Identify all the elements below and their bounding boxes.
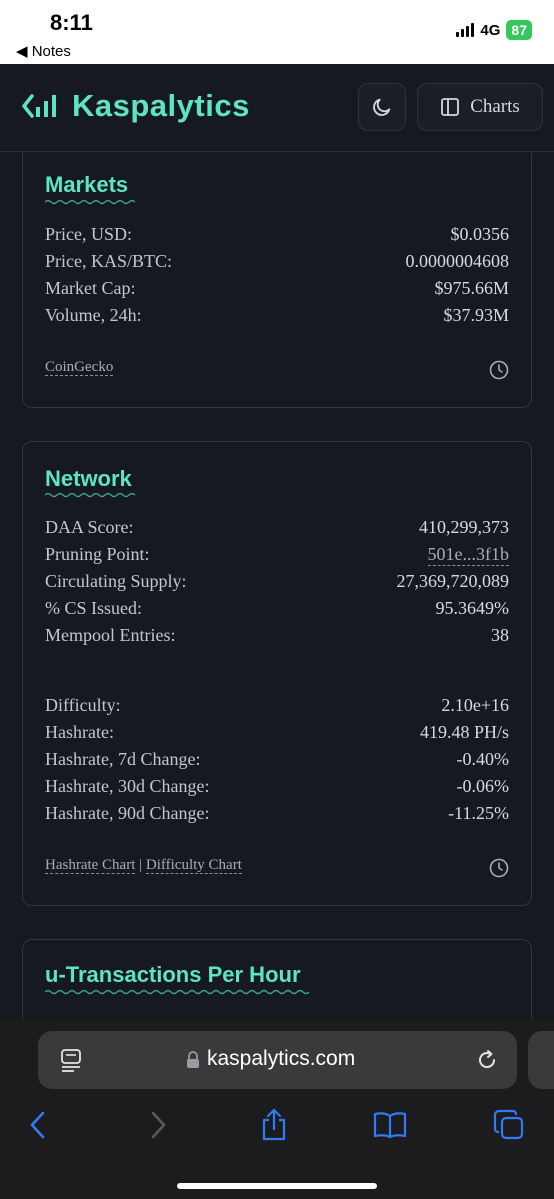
mining-row: Difficulty: 2.10e+16: [45, 695, 509, 716]
market-value: $37.93M: [443, 305, 509, 325]
share-button[interactable]: [254, 1105, 294, 1145]
network-title: Network: [45, 466, 132, 491]
theme-toggle-button[interactable]: [358, 83, 406, 131]
moon-icon: [373, 98, 391, 116]
share-icon: [262, 1108, 286, 1141]
status-time: 8:11: [50, 10, 93, 35]
mining-label: Difficulty:: [45, 695, 121, 715]
lock-icon: [187, 1051, 199, 1068]
network-row: DAA Score: 410,299,373: [45, 517, 509, 538]
battery-level: 87: [511, 22, 527, 38]
mining-value: -0.06%: [456, 776, 510, 796]
home-indicator[interactable]: [177, 1183, 377, 1189]
bookmarks-button[interactable]: [370, 1105, 410, 1145]
network-value: 38: [491, 625, 509, 645]
hashrate-chart-link[interactable]: Hashrate Chart: [45, 857, 136, 874]
back-button[interactable]: [18, 1105, 58, 1145]
market-row: Price, USD: $0.0356: [45, 224, 509, 245]
battery-icon: 87: [506, 20, 532, 40]
network-label: Pruning Point:: [45, 544, 150, 564]
network-card: Network DAA Score: 410,299,373 Pruning P…: [22, 441, 532, 906]
mining-label: Hashrate, 30d Change:: [45, 776, 210, 796]
network-row: Pruning Point: 501e...3f1b: [45, 544, 509, 566]
mining-row: Hashrate, 7d Change: -0.40%: [45, 749, 509, 770]
market-row: Price, KAS/BTC: 0.0000004608: [45, 251, 509, 272]
transactions-card: u-Transactions Per Hour: [22, 939, 532, 1019]
tabs-button[interactable]: [489, 1105, 529, 1145]
market-label: Price, KAS/BTC:: [45, 251, 173, 271]
signal-icon: [456, 23, 475, 37]
page-menu-icon[interactable]: [60, 1049, 82, 1073]
charts-button[interactable]: Charts: [417, 83, 543, 131]
mining-value: 2.10e+16: [441, 695, 509, 715]
network-label: % CS Issued:: [45, 598, 143, 618]
next-tab-preview[interactable]: [528, 1031, 554, 1089]
status-indicators: 4G 87: [456, 20, 532, 40]
link-separator: |: [139, 857, 143, 873]
chevron-left-icon: [30, 1111, 45, 1139]
main-content[interactable]: Markets Price, USD: $0.0356 Price, KAS/B…: [0, 153, 554, 1019]
transactions-title: u-Transactions Per Hour: [45, 962, 301, 987]
network-value: 95.3649%: [435, 598, 510, 618]
title-underline: [45, 199, 136, 205]
market-label: Market Cap:: [45, 278, 136, 298]
network-label: DAA Score:: [45, 517, 134, 537]
clock-icon[interactable]: [489, 360, 509, 380]
markets-source: CoinGecko: [45, 359, 114, 376]
network-type: 4G: [480, 21, 501, 39]
mining-row: Hashrate, 30d Change: -0.06%: [45, 776, 509, 797]
app-name: Kaspalytics: [72, 88, 250, 123]
pruning-point-link[interactable]: 501e...3f1b: [427, 544, 509, 566]
charts-button-label: Charts: [470, 96, 520, 117]
market-row: Volume, 24h: $37.93M: [45, 305, 509, 326]
network-value: 410,299,373: [419, 517, 509, 537]
mining-label: Hashrate, 90d Change:: [45, 803, 210, 823]
network-value: 27,369,720,089: [396, 571, 510, 591]
market-value: $0.0356: [450, 224, 510, 244]
market-value: $975.66M: [434, 278, 509, 298]
clock-icon[interactable]: [489, 858, 509, 878]
network-chart-links: Hashrate Chart | Difficulty Chart: [45, 857, 242, 874]
address-bar[interactable]: kaspalytics.com: [38, 1031, 517, 1089]
market-row: Market Cap: $975.66M: [45, 278, 509, 299]
reload-icon[interactable]: [475, 1048, 499, 1072]
browser-toolbar: kaspalytics.com: [0, 1019, 554, 1199]
markets-title: Markets: [45, 172, 129, 197]
network-label: Circulating Supply:: [45, 571, 187, 591]
markets-card: Markets Price, USD: $0.0356 Price, KAS/B…: [22, 153, 532, 408]
forward-button[interactable]: [138, 1105, 178, 1145]
sidebar-panel-icon: [441, 98, 460, 116]
mining-row: Hashrate: 419.48 PH/s: [45, 722, 509, 743]
mining-label: Hashrate, 7d Change:: [45, 749, 201, 769]
network-row: % CS Issued: 95.3649%: [45, 598, 509, 619]
kaspa-logo-icon: [22, 94, 56, 118]
chevron-right-icon: [151, 1111, 166, 1139]
title-underline: [45, 492, 136, 498]
mining-value: -0.40%: [456, 749, 510, 769]
market-label: Volume, 24h:: [45, 305, 142, 325]
network-row: Circulating Supply: 27,369,720,089: [45, 571, 509, 592]
book-icon: [373, 1112, 407, 1139]
logo[interactable]: Kaspalytics: [22, 88, 250, 124]
app-header: Kaspalytics Charts: [0, 64, 554, 152]
market-value: 0.0000004608: [405, 251, 510, 271]
mining-value: -11.25%: [448, 803, 509, 823]
mining-label: Hashrate:: [45, 722, 114, 742]
coingecko-link[interactable]: CoinGecko: [45, 359, 114, 376]
status-bar: 8:11 ◀ Notes 4G 87: [0, 0, 554, 64]
tabs-icon: [493, 1109, 524, 1140]
network-row: Mempool Entries: 38: [45, 625, 509, 646]
network-label: Mempool Entries:: [45, 625, 176, 645]
back-to-notes-link[interactable]: ◀ Notes: [16, 43, 71, 60]
title-underline: [45, 989, 310, 995]
difficulty-chart-link[interactable]: Difficulty Chart: [145, 857, 242, 874]
market-label: Price, USD:: [45, 224, 132, 244]
url-text: kaspalytics.com: [207, 1047, 356, 1070]
mining-row: Hashrate, 90d Change: -11.25%: [45, 803, 509, 824]
mining-value: 419.48 PH/s: [419, 722, 509, 742]
